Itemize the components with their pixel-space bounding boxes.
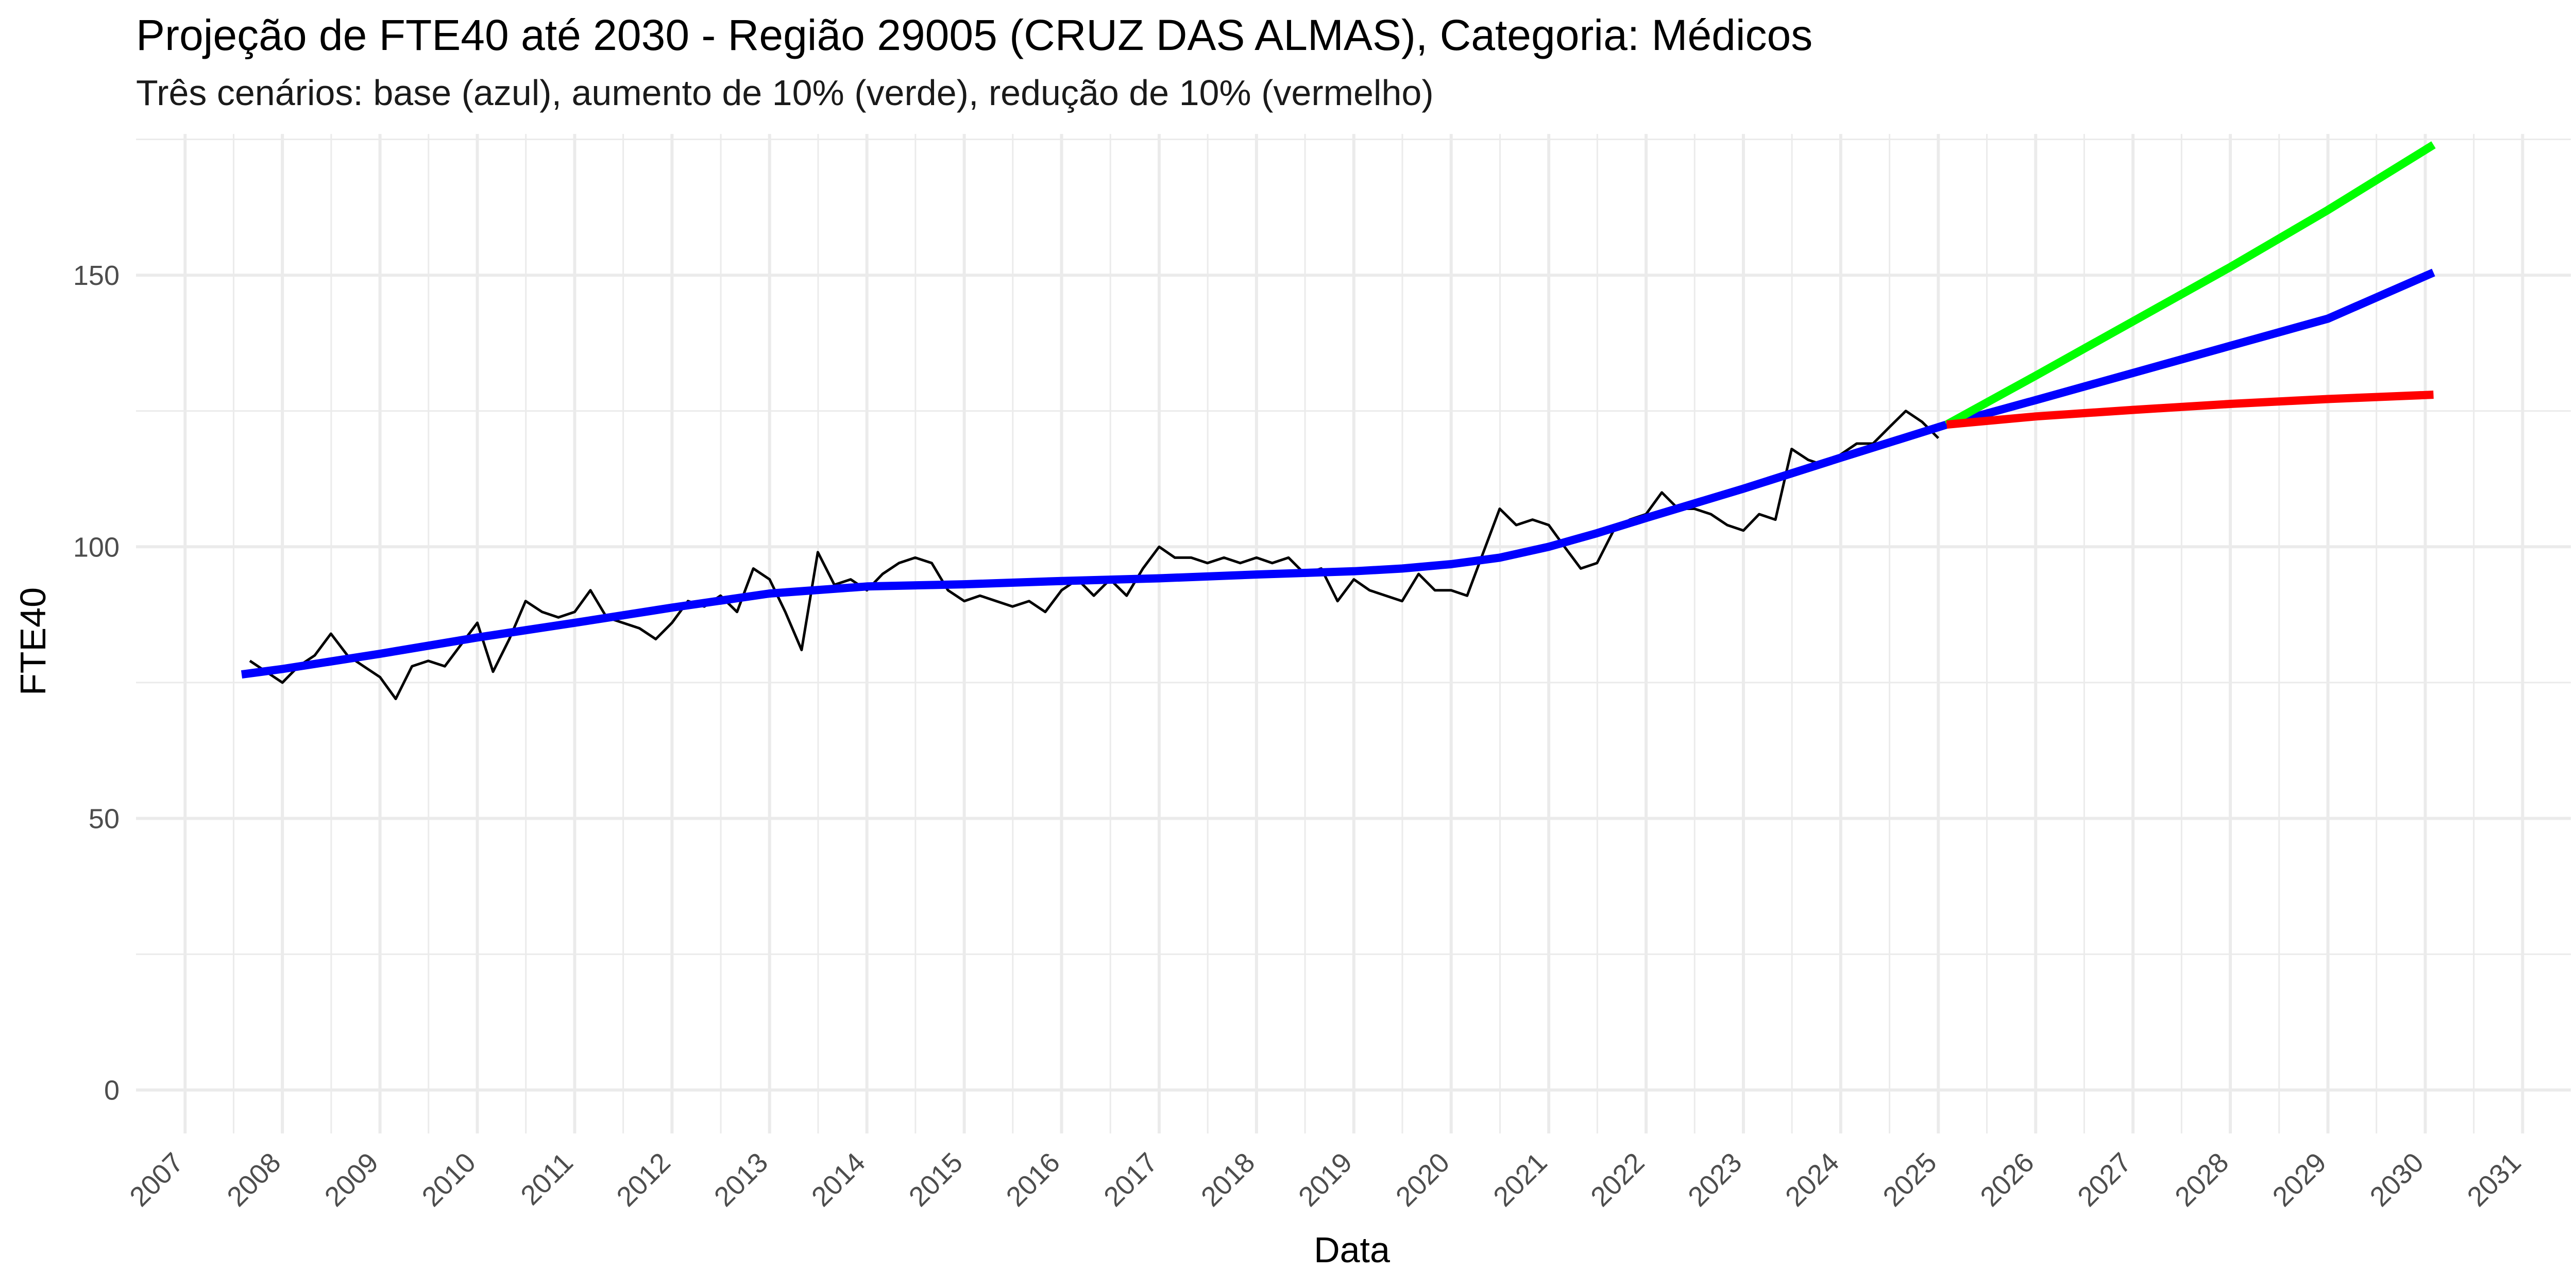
chart-title: Projeção de FTE40 até 2030 - Região 2900… xyxy=(136,11,1813,59)
y-tick-label: 0 xyxy=(104,1075,120,1106)
x-tick-label: 2025 xyxy=(1877,1147,1942,1212)
y-tick-label: 150 xyxy=(73,260,120,291)
x-tick-label: 2024 xyxy=(1780,1147,1845,1212)
x-tick-label: 2020 xyxy=(1390,1147,1455,1212)
x-tick-label: 2010 xyxy=(416,1147,482,1212)
x-tick-label: 2011 xyxy=(515,1147,579,1211)
x-tick-label: 2031 xyxy=(2461,1147,2527,1212)
chart-subtitle: Três cenários: base (azul), aumento de 1… xyxy=(136,73,1434,113)
series-line-3 xyxy=(1946,391,2434,429)
x-tick-label: 2007 xyxy=(124,1147,189,1212)
series-line-1 xyxy=(241,268,2435,679)
x-tick-label: 2028 xyxy=(2169,1147,2234,1212)
x-axis-ticks: 2007 2008 2009 2010 2011 2012 2013 2014 2015 2016… xyxy=(124,1147,2527,1212)
x-tick-label: 2023 xyxy=(1682,1147,1748,1212)
x-tick-label: 2021 xyxy=(1487,1147,1553,1212)
x-tick-label: 2013 xyxy=(708,1147,774,1212)
series-line-0 xyxy=(249,410,1940,700)
x-tick-label: 2030 xyxy=(2364,1147,2430,1212)
x-tick-label: 2017 xyxy=(1098,1147,1163,1212)
y-axis-ticks: 0 50 100 150 xyxy=(73,260,120,1106)
series-lines xyxy=(241,141,2436,700)
x-tick-label: 2012 xyxy=(611,1147,676,1212)
x-tick-label: 2015 xyxy=(903,1147,969,1212)
y-tick-label: 50 xyxy=(89,803,120,834)
x-axis-title: Data xyxy=(1314,1230,1390,1270)
x-tick-label: 2027 xyxy=(2072,1147,2137,1212)
x-tick-label: 2018 xyxy=(1195,1147,1261,1212)
x-tick-label: 2009 xyxy=(319,1147,384,1212)
series-line-2 xyxy=(1944,141,2436,429)
x-tick-label: 2014 xyxy=(806,1147,871,1212)
y-axis-title: FTE40 xyxy=(13,587,53,696)
x-tick-label: 2016 xyxy=(1001,1147,1066,1212)
x-tick-label: 2022 xyxy=(1585,1147,1650,1212)
x-tick-label: 2029 xyxy=(2267,1147,2332,1212)
x-tick-label: 2019 xyxy=(1293,1147,1358,1212)
x-tick-label: 2008 xyxy=(221,1147,286,1212)
y-tick-label: 100 xyxy=(73,532,120,563)
grid xyxy=(136,134,2571,1133)
x-tick-label: 2026 xyxy=(1974,1147,2040,1212)
